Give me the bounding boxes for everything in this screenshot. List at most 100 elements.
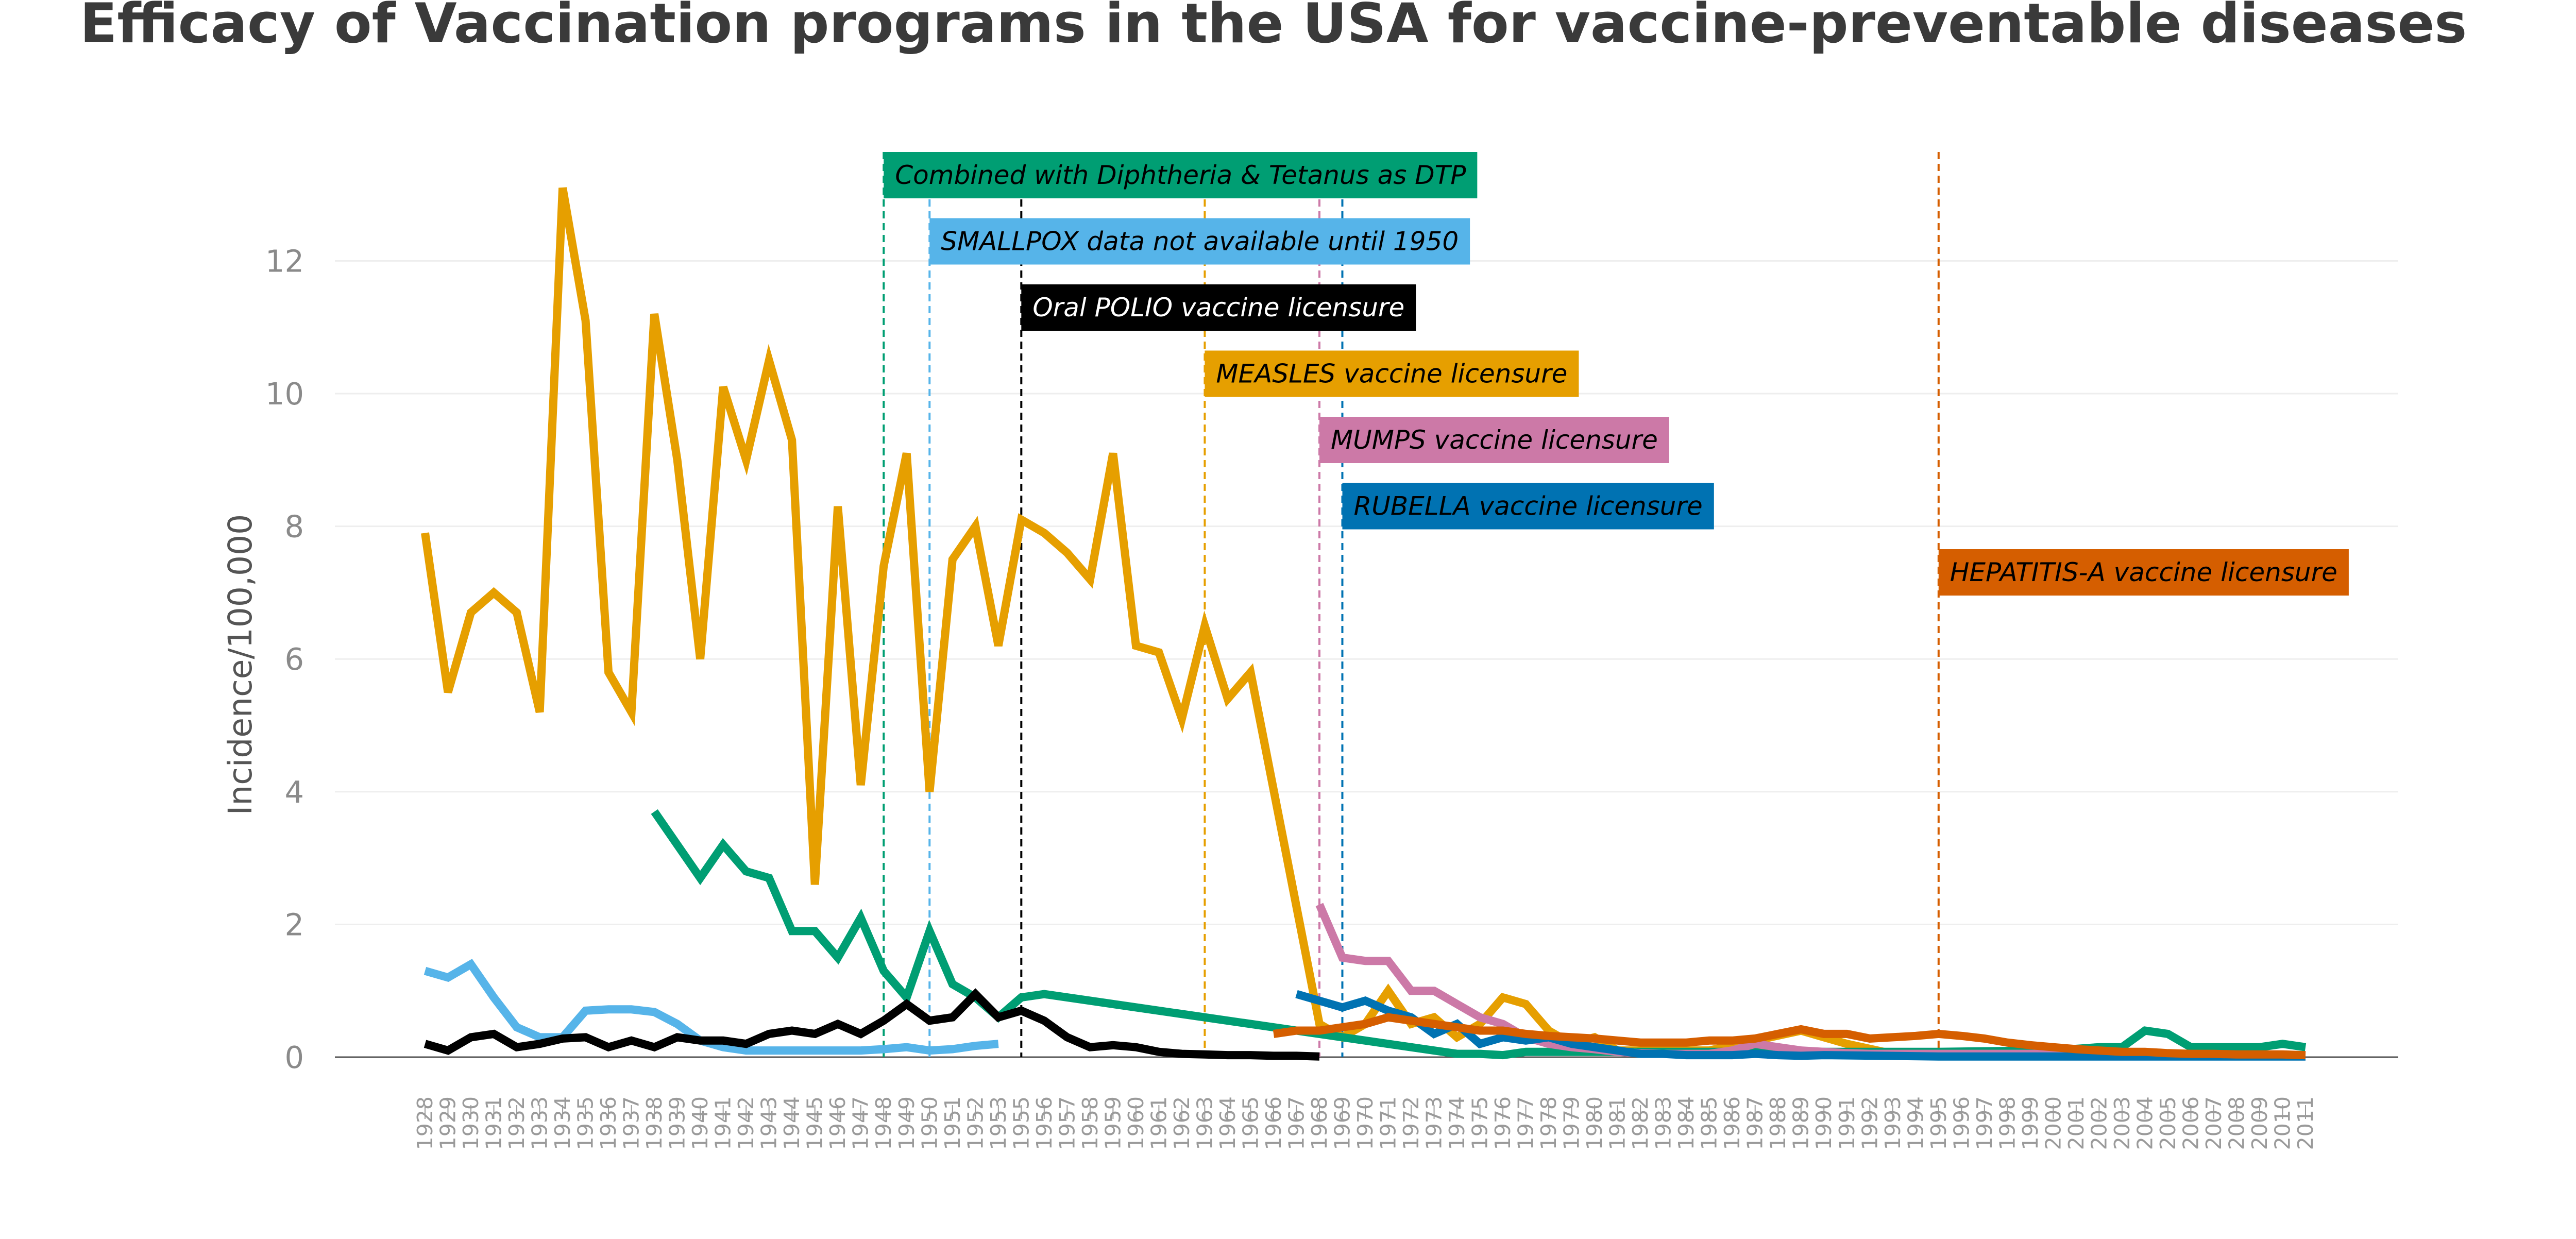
series-line-dtp xyxy=(651,809,2307,1060)
annotation-labels: Combined with Diphtheria & Tetanus as DT… xyxy=(884,152,2349,596)
annotation-box xyxy=(1938,549,2349,596)
x-tick-label: 1999 xyxy=(2018,1096,2043,1150)
x-tick-label: 1934 xyxy=(550,1096,575,1150)
x-tick-label: 1937 xyxy=(619,1096,644,1150)
x-tick-label: 1979 xyxy=(1560,1096,1584,1150)
annotation-text: SMALLPOX data not available until 1950 xyxy=(941,227,1459,257)
x-tick-label: 1960 xyxy=(1124,1096,1148,1150)
x-tick-label: 1945 xyxy=(803,1096,827,1150)
x-tick-label: 1968 xyxy=(1307,1096,1332,1150)
x-tick-label: 1950 xyxy=(917,1096,942,1150)
annotation-label: Combined with Diphtheria & Tetanus as DT… xyxy=(884,152,1478,198)
x-tick-label: 1969 xyxy=(1330,1096,1354,1150)
y-axis-label: Incidence/100,000 xyxy=(222,514,259,815)
x-tick-label: 1988 xyxy=(1766,1096,1790,1150)
y-tick-label: 0 xyxy=(284,1040,304,1075)
x-tick-label: 2010 xyxy=(2270,1096,2295,1150)
annotation-label: Oral POLIO vaccine licensure xyxy=(1021,284,1416,331)
x-tick-label: 1929 xyxy=(436,1096,461,1150)
x-tick-label: 2002 xyxy=(2087,1096,2111,1150)
x-tick-label: 1939 xyxy=(665,1096,690,1150)
x-tick-label: 2004 xyxy=(2132,1096,2157,1150)
x-tick-label: 1992 xyxy=(1857,1096,1882,1150)
x-tick-label: 1948 xyxy=(871,1096,896,1150)
x-tick-label: 1972 xyxy=(1399,1096,1423,1150)
y-tick-label: 6 xyxy=(284,641,304,677)
x-tick-label: 1983 xyxy=(1651,1096,1676,1150)
x-tick-label: 1976 xyxy=(1490,1096,1515,1150)
x-tick-label: 1982 xyxy=(1628,1096,1653,1150)
x-tick-label: 1970 xyxy=(1353,1096,1378,1150)
annotation-text: RUBELLA vaccine licensure xyxy=(1353,491,1702,521)
annotation-box xyxy=(1319,417,1669,463)
series-line-hepatitis-a xyxy=(1273,1013,2306,1060)
x-tick-label: 1930 xyxy=(459,1096,483,1150)
series-lines xyxy=(421,187,2307,1061)
x-tick-label: 1953 xyxy=(986,1096,1011,1150)
x-tick-label: 1962 xyxy=(1170,1096,1194,1150)
x-tick-label: 1944 xyxy=(779,1096,804,1150)
y-tick-label: 4 xyxy=(284,774,304,810)
annotation-text: Oral POLIO vaccine licensure xyxy=(1032,293,1404,323)
annotation-box xyxy=(1021,284,1416,331)
y-axis-ticks: 0 2 4 6 8 10 12 xyxy=(265,243,304,1075)
x-tick-label: 1986 xyxy=(1720,1096,1744,1150)
x-tick-label: 1975 xyxy=(1468,1096,1493,1150)
x-tick-label: 1994 xyxy=(1903,1096,1928,1150)
x-tick-label: 1959 xyxy=(1100,1096,1125,1150)
y-tick-label: 2 xyxy=(284,907,304,942)
x-tick-label: 1993 xyxy=(1880,1096,1905,1150)
x-tick-label: 1956 xyxy=(1032,1096,1057,1150)
annotation-box xyxy=(1205,350,1579,397)
y-tick-label: 10 xyxy=(265,376,304,412)
annotation-label: HEPATITIS-A vaccine licensure xyxy=(1938,549,2349,596)
y-tick-label: 8 xyxy=(284,509,304,545)
x-tick-label: 1947 xyxy=(849,1096,873,1150)
x-tick-label: 1997 xyxy=(1972,1096,1997,1150)
x-tick-label: 1958 xyxy=(1078,1096,1103,1150)
x-tick-label: 1980 xyxy=(1582,1096,1607,1150)
x-tick-label: 1941 xyxy=(711,1096,736,1150)
x-tick-label: 1963 xyxy=(1192,1096,1217,1150)
x-axis-ticks: 1928192919301931193219331934193519361937… xyxy=(413,1096,2318,1150)
annotation-label: MEASLES vaccine licensure xyxy=(1205,350,1579,397)
series-line-polio xyxy=(423,988,1320,1061)
x-tick-label: 1933 xyxy=(528,1096,552,1150)
x-tick-label: 2008 xyxy=(2224,1096,2249,1150)
x-tick-label: 1978 xyxy=(1536,1096,1561,1150)
x-tick-label: 1932 xyxy=(504,1096,529,1150)
x-tick-label: 1940 xyxy=(688,1096,713,1150)
x-tick-label: 1985 xyxy=(1697,1096,1722,1150)
x-tick-label: 1938 xyxy=(642,1096,667,1150)
annotation-box xyxy=(1342,483,1714,530)
x-tick-label: 1990 xyxy=(1811,1096,1836,1150)
x-tick-label: 1991 xyxy=(1835,1096,1859,1150)
annotation-text: HEPATITIS-A vaccine licensure xyxy=(1950,557,2337,587)
x-tick-label: 1966 xyxy=(1261,1096,1286,1150)
x-tick-label: 1949 xyxy=(894,1096,919,1150)
x-tick-label: 1964 xyxy=(1215,1096,1240,1150)
x-tick-label: 2005 xyxy=(2156,1096,2180,1150)
x-tick-label: 1981 xyxy=(1605,1096,1630,1150)
x-tick-label: 1961 xyxy=(1146,1096,1171,1150)
x-tick-label: 1955 xyxy=(1009,1096,1033,1150)
annotation-box xyxy=(884,152,1478,198)
x-tick-label: 2001 xyxy=(2064,1096,2089,1150)
x-tick-label: 1989 xyxy=(1789,1096,1814,1150)
annotation-text: Combined with Diphtheria & Tetanus as DT… xyxy=(895,160,1466,190)
series-line-rubella xyxy=(1295,990,2306,1061)
annotation-text: MUMPS vaccine licensure xyxy=(1331,425,1658,455)
annotation-label: MUMPS vaccine licensure xyxy=(1319,417,1669,463)
x-tick-label: 1996 xyxy=(1949,1096,1974,1150)
x-tick-label: 1967 xyxy=(1284,1096,1309,1150)
x-tick-label: 1931 xyxy=(482,1096,506,1150)
x-tick-label: 1973 xyxy=(1422,1096,1447,1150)
x-tick-label: 1951 xyxy=(940,1096,965,1150)
x-tick-label: 2007 xyxy=(2201,1096,2226,1150)
x-tick-label: 1998 xyxy=(1995,1096,2020,1150)
x-tick-label: 1936 xyxy=(596,1096,621,1150)
x-tick-label: 2003 xyxy=(2110,1096,2134,1150)
x-tick-label: 1946 xyxy=(825,1096,850,1150)
